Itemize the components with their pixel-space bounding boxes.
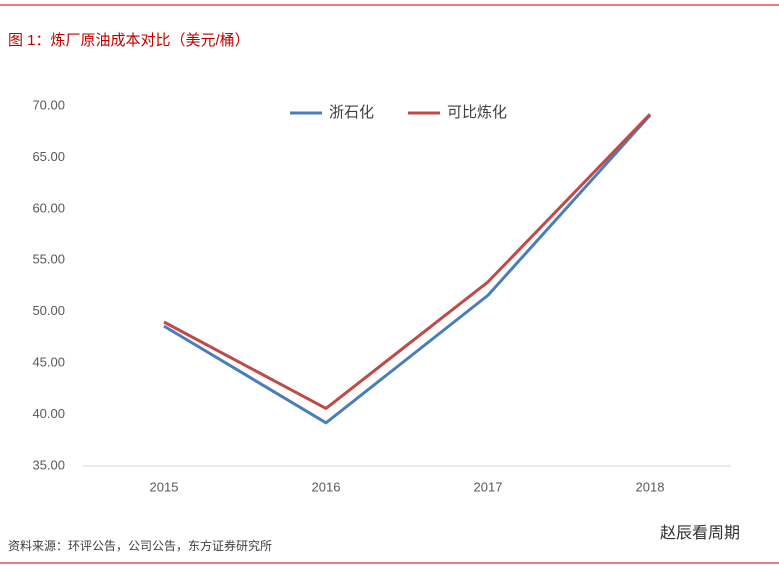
y-tick-label: 45.00 [32, 355, 65, 370]
x-tick-label: 2018 [636, 479, 665, 494]
y-tick-label: 50.00 [32, 303, 65, 318]
watermark: 赵辰看周期 [660, 524, 740, 542]
source: 资料来源：环评公告，公司公告，东方证券研究所 [8, 538, 272, 553]
line-series [163, 113, 652, 410]
y-tick-label: 65.00 [32, 149, 65, 164]
y-tick-label: 35.00 [32, 457, 65, 472]
x-tick-label: 2015 [150, 479, 179, 494]
legend-label: 可比炼化 [447, 104, 507, 121]
y-tick-label: 55.00 [32, 252, 65, 267]
y-tick-label: 60.00 [32, 200, 65, 215]
x-tick-label: 2016 [312, 479, 341, 494]
line-series [163, 114, 652, 425]
y-tick-label: 40.00 [32, 406, 65, 421]
x-tick-label: 2017 [474, 479, 503, 494]
y-tick-label: 70.00 [32, 97, 65, 112]
legend-label: 浙石化 [329, 104, 374, 121]
chart-title: 图 1：炼厂原油成本对比（美元/桶） [8, 32, 250, 49]
